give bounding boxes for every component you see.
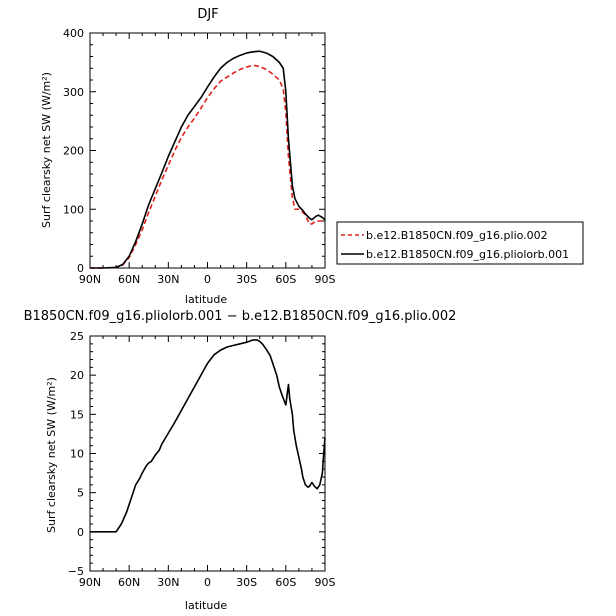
top-y-tick-label: 0 [77,262,84,275]
top-x-axis-label: latitude [185,293,227,306]
bottom-series-line-0 [90,339,326,533]
bottom-y-tick-label: 10 [70,448,84,461]
top-y-axis-label: Surf clearsky net SW (W/m²) [40,72,53,228]
bottom-y-tick-label: 20 [70,369,84,382]
top-series-line-1 [90,50,326,269]
top-x-tick-label: 30N [157,273,179,286]
bottom-y-tick-label: 5 [77,487,84,500]
bottom-chart-title: B1850CN.f09_g16.pliolorb.001 − b.e12.B18… [24,309,457,324]
bottom-x-tick-label: 90S [315,576,336,589]
top-y-tick-label: 200 [63,145,84,158]
bottom-x-tick-label: 0 [204,576,211,589]
bottom-x-tick-label: 30S [236,576,257,589]
bottom-plot-area: 90N 60N 30N 0 30S 60S 90S −5 0 5 10 15 20 25 [68,330,336,589]
bottom-y-tick-label: 0 [77,526,84,539]
bottom-y-axis-label: Surf clearsky net SW (W/m²) [45,377,58,533]
bottom-x-tick-label: 30N [157,576,179,589]
top-x-tick-label: 60S [275,273,296,286]
top-x-tick-label: 90S [315,273,336,286]
legend-label-plio: b.e12.B1850CN.f09_g16.plio.002 [366,229,548,242]
top-x-tick-label: 30S [236,273,257,286]
top-panel: DJF 90N 60N 30N 0 30S 60S 90S 0 100 200 300 400 lat… [40,7,336,306]
top-y-tick-label: 400 [63,27,84,40]
legend-box [336,221,584,265]
top-x-tick-label: 90N [79,273,101,286]
bottom-x-tick-label: 90N [79,576,101,589]
top-y-tick-label: 100 [63,203,84,216]
bottom-y-tick-label: 15 [70,408,84,421]
bottom-x-tick-label: 60N [118,576,140,589]
bottom-y-tick-label: 25 [70,330,84,343]
top-x-tick-label: 60N [118,273,140,286]
bottom-panel: B1850CN.f09_g16.pliolorb.001 − b.e12.B18… [24,309,457,612]
legend-label-pliolorb: b.e12.B1850CN.f09_g16.pliolorb.001 [366,248,569,261]
bottom-y-tick-label: −5 [68,565,84,578]
top-chart-title: DJF [197,7,218,22]
bottom-x-axis-label: latitude [185,599,227,612]
top-y-tick-label: 300 [63,86,84,99]
legend: b.e12.B1850CN.f09_g16.plio.002 b.e12.B18… [336,221,584,265]
top-series-line-0 [90,64,326,269]
top-plot-area: 90N 60N 30N 0 30S 60S 90S 0 100 200 300 400 [63,27,336,286]
top-x-tick-label: 0 [204,273,211,286]
bottom-plot-frame [89,335,326,572]
bottom-x-tick-label: 60S [275,576,296,589]
